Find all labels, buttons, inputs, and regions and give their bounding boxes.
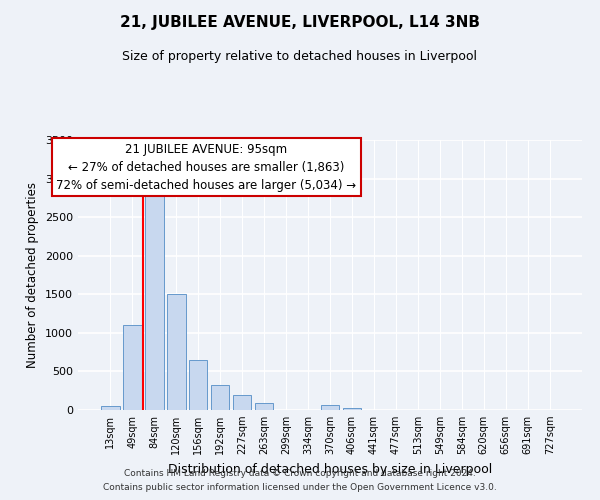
Bar	[145, 182, 164, 410]
Y-axis label: Number of detached properties: Number of detached properties	[26, 182, 40, 368]
Text: Size of property relative to detached houses in Liverpool: Size of property relative to detached ho…	[122, 50, 478, 63]
X-axis label: Distribution of detached houses by size in Liverpool: Distribution of detached houses by size …	[168, 462, 492, 475]
Text: 21 JUBILEE AVENUE: 95sqm
← 27% of detached houses are smaller (1,863)
72% of sem: 21 JUBILEE AVENUE: 95sqm ← 27% of detach…	[56, 142, 356, 192]
Text: Contains HM Land Registry data © Crown copyright and database right 2024.: Contains HM Land Registry data © Crown c…	[124, 468, 476, 477]
Bar	[320, 405, 340, 410]
Bar	[167, 294, 185, 410]
Bar	[343, 408, 361, 410]
Text: Contains public sector information licensed under the Open Government Licence v3: Contains public sector information licen…	[103, 484, 497, 492]
Text: 21, JUBILEE AVENUE, LIVERPOOL, L14 3NB: 21, JUBILEE AVENUE, LIVERPOOL, L14 3NB	[120, 15, 480, 30]
Bar	[255, 402, 274, 410]
Bar	[101, 406, 119, 410]
Bar	[211, 384, 229, 410]
Bar	[123, 325, 142, 410]
Bar	[233, 394, 251, 410]
Bar	[189, 360, 208, 410]
